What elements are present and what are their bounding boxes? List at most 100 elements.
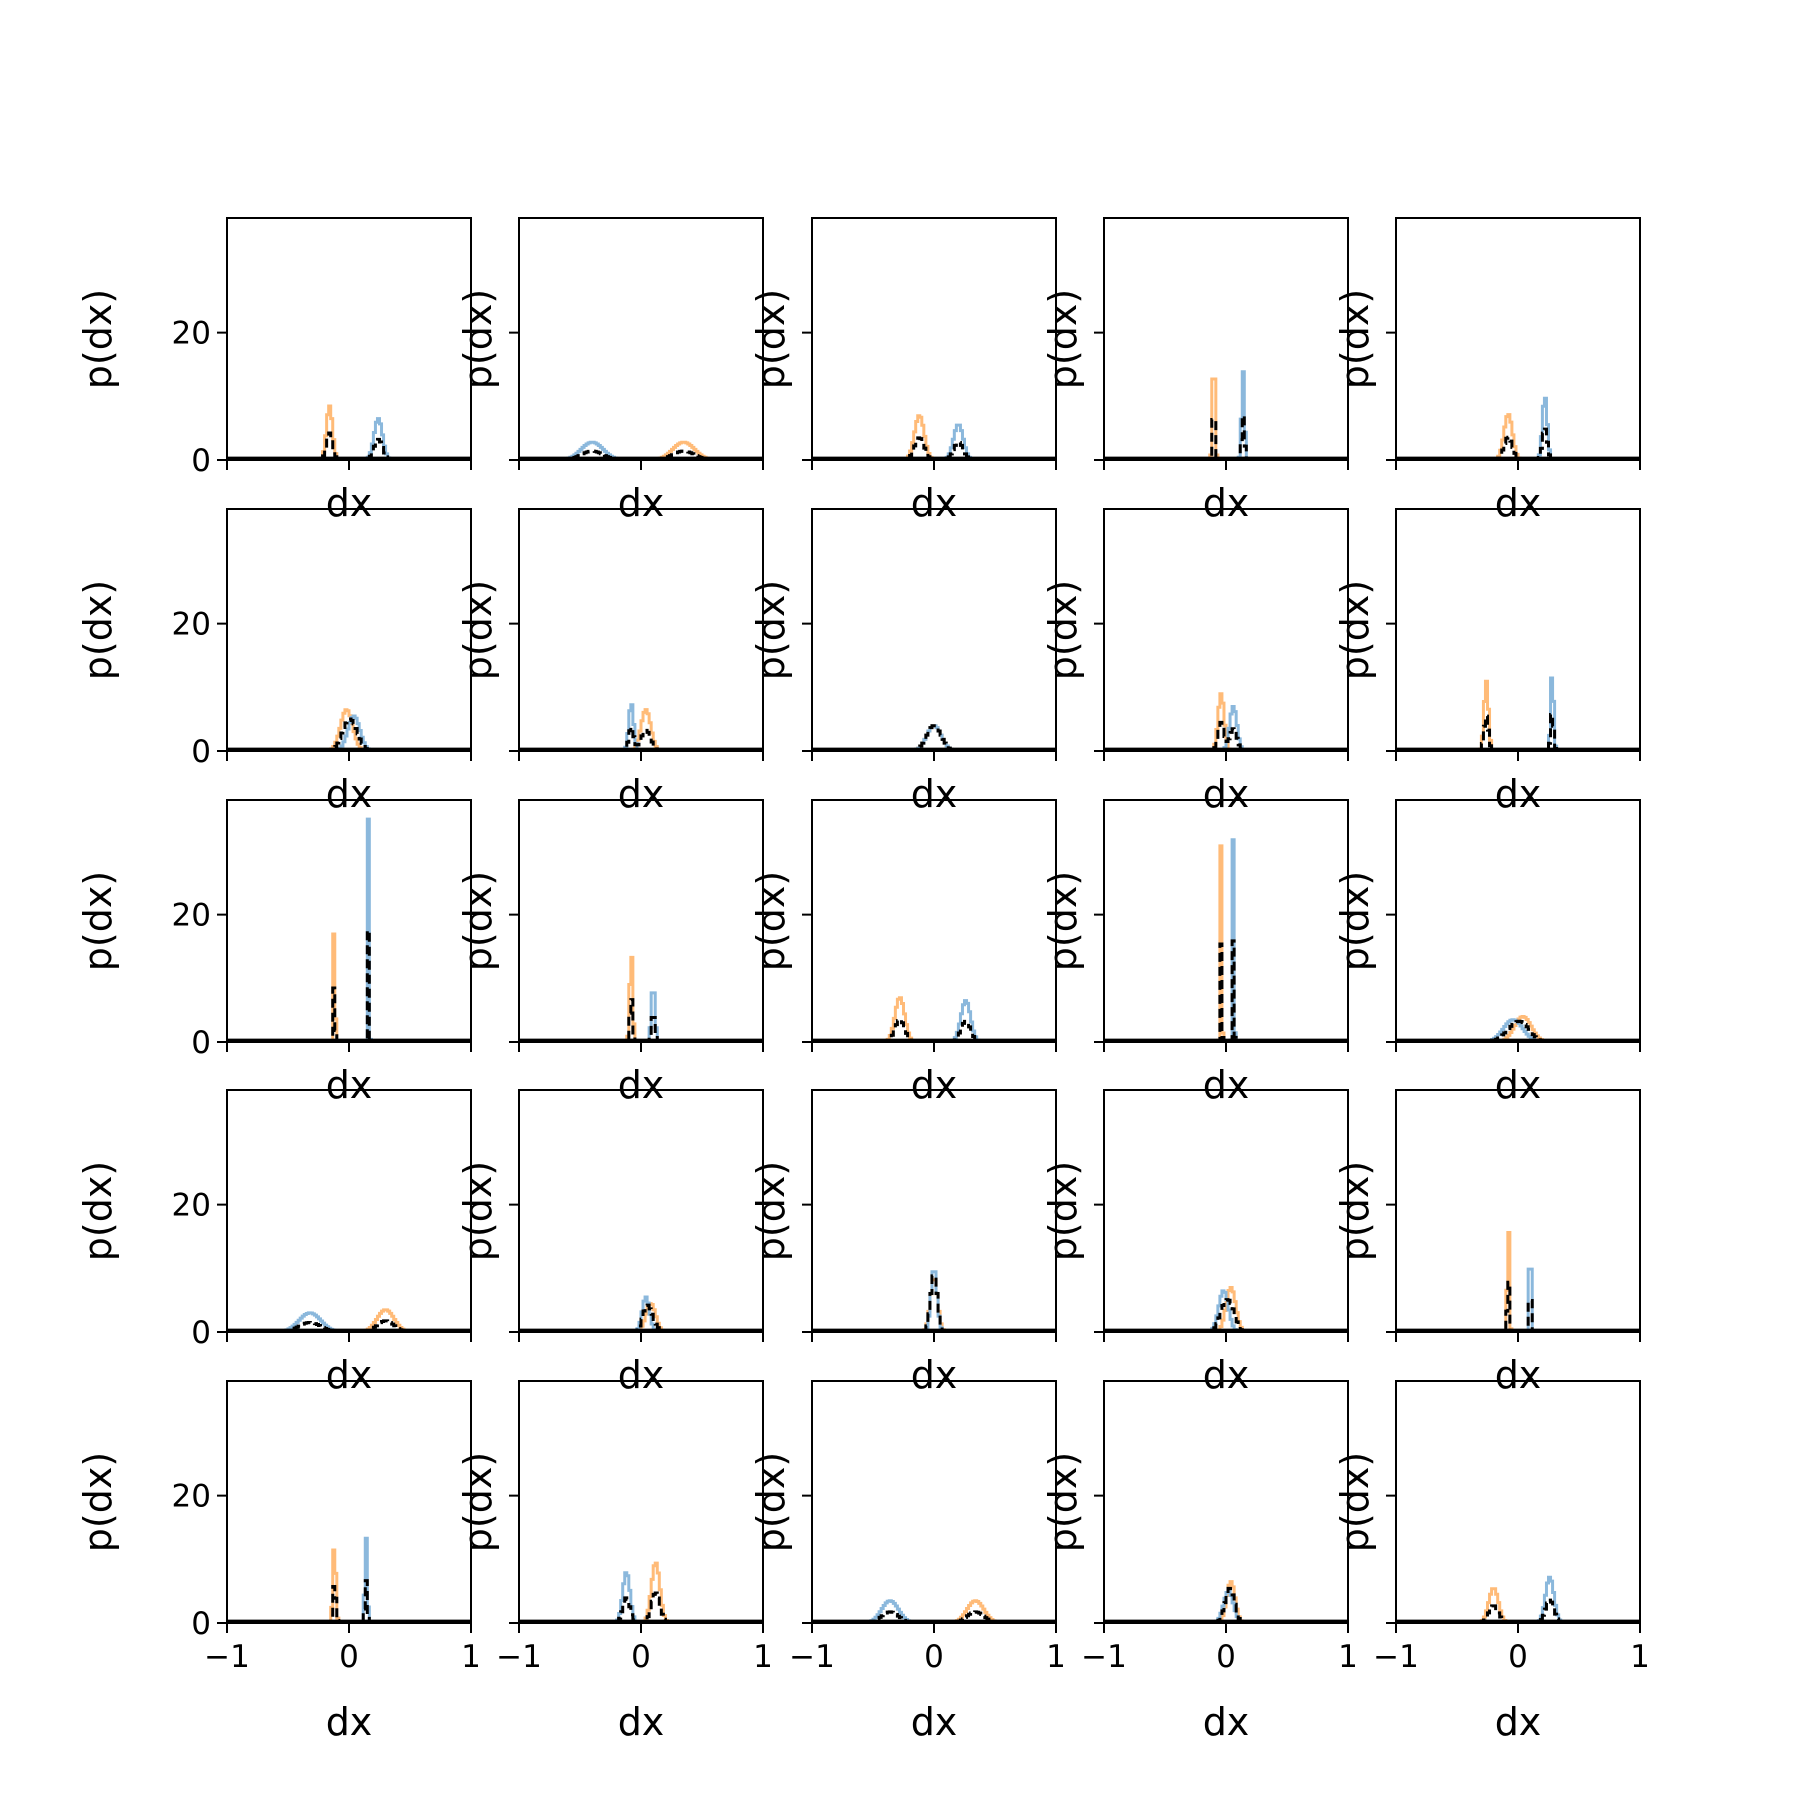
subplot-1-4: dx p(dx) [1041, 217, 1349, 525]
series-mixture-hist [519, 726, 763, 751]
x-tick-label: 1 [1046, 1639, 1066, 1675]
series-blue-hist [1104, 838, 1348, 1042]
series-orange-hist [812, 996, 1056, 1042]
series-blue-hist [812, 423, 1056, 460]
y-axis-label: p(dx) [749, 1161, 793, 1261]
x-axis-label: dx [326, 481, 373, 525]
y-tick-label: 0 [191, 1606, 211, 1642]
y-axis-label: p(dx) [1041, 871, 1085, 971]
x-tick-label: 1 [1630, 1639, 1650, 1675]
x-axis-label: dx [1495, 1063, 1542, 1107]
plot-area [1104, 1285, 1348, 1332]
series-mixture-hist [1104, 414, 1348, 460]
subplot-3-2: dx p(dx) [456, 799, 764, 1107]
subplot-2-3: dx p(dx) [749, 508, 1057, 816]
axes-frame [1395, 508, 1641, 752]
plot-area [519, 955, 763, 1042]
plot-area [1396, 1575, 1640, 1623]
plot-area [227, 404, 471, 460]
series-blue-hist [227, 417, 471, 460]
series-orange-hist [1396, 413, 1640, 460]
subplot-1-5: dx p(dx) [1333, 217, 1641, 525]
plot-area [1104, 1580, 1348, 1623]
x-tick-label: 0 [1216, 1639, 1236, 1675]
axes-frame [1395, 1380, 1641, 1624]
series-blue-hist [1396, 396, 1640, 460]
axes-frame [1103, 217, 1349, 461]
subplot-3-5: dx p(dx) [1333, 799, 1641, 1107]
series-orange-hist [227, 1548, 471, 1623]
x-axis-label: dx [326, 1353, 373, 1397]
plot-area [812, 724, 1056, 751]
series-blue-hist [227, 1536, 471, 1623]
subplot-5-5: −1 0 1 dx p(dx) [1333, 1380, 1650, 1744]
series-mixture-hist [1396, 1598, 1640, 1623]
plot-area [519, 1295, 763, 1332]
series-orange-hist [519, 708, 763, 751]
x-tick-label: 0 [1508, 1639, 1528, 1675]
y-axis-label: p(dx) [456, 1452, 500, 1552]
axes-frame [518, 799, 764, 1043]
y-tick-label: 0 [191, 1025, 211, 1061]
y-axis-label: p(dx) [749, 871, 793, 971]
series-blue-hist [812, 1270, 1056, 1332]
x-axis-label: dx [618, 772, 665, 816]
y-axis-label: p(dx) [456, 580, 500, 680]
subplot-2-1: 0 20 dx p(dx) [76, 508, 472, 816]
y-axis-label: p(dx) [1041, 1452, 1085, 1552]
series-orange-hist [1104, 692, 1348, 751]
y-tick-label: 20 [172, 1188, 211, 1224]
axes-frame [226, 1089, 472, 1333]
series-orange-hist [227, 404, 471, 460]
axes-frame [1103, 1380, 1349, 1624]
axes-frame [226, 1380, 472, 1624]
plot-area [812, 1270, 1056, 1332]
axes-frame [1395, 217, 1641, 461]
series-mixture-hist [1104, 720, 1348, 751]
x-tick-label: 0 [631, 1639, 651, 1675]
x-tick-label: −1 [496, 1639, 542, 1675]
x-axis-label: dx [911, 481, 958, 525]
y-tick-label: 0 [191, 734, 211, 770]
series-mixture-hist [519, 998, 763, 1042]
x-axis-label: dx [1495, 1353, 1542, 1397]
x-axis-label: dx [911, 1700, 958, 1744]
y-axis-label: p(dx) [456, 871, 500, 971]
x-axis-label: dx [326, 1700, 373, 1744]
x-tick-label: 1 [1338, 1639, 1358, 1675]
series-mixture-hist [1396, 1280, 1640, 1332]
y-axis-label: p(dx) [1333, 871, 1377, 971]
series-blue-hist [812, 724, 1056, 751]
plot-area [227, 1308, 471, 1332]
y-axis-label: p(dx) [76, 289, 120, 389]
subplot-4-2: dx p(dx) [456, 1089, 764, 1397]
y-axis-label: p(dx) [749, 289, 793, 389]
x-axis-label: dx [618, 1700, 665, 1744]
x-axis-label: dx [911, 1353, 958, 1397]
series-orange-hist [1396, 1015, 1640, 1042]
series-orange-hist [812, 724, 1056, 751]
y-tick-label: 0 [191, 1315, 211, 1351]
series-blue-hist [1104, 1289, 1348, 1332]
y-axis-label: p(dx) [1041, 1161, 1085, 1261]
x-axis-label: dx [326, 1063, 373, 1107]
series-blue-hist [1104, 704, 1348, 751]
subplot-2-2: dx p(dx) [456, 508, 764, 816]
x-axis-label: dx [1495, 772, 1542, 816]
series-orange-hist [1104, 844, 1348, 1042]
axes-frame [811, 1089, 1057, 1333]
subplot-4-1: 0 20 dx p(dx) [76, 1089, 472, 1397]
series-mixture-hist [1396, 1019, 1640, 1042]
series-mixture-hist [227, 717, 471, 751]
subplot-4-3: dx p(dx) [749, 1089, 1057, 1397]
series-mixture-hist [227, 1579, 471, 1623]
axes-frame [1103, 799, 1349, 1043]
axes-frame [1395, 799, 1641, 1043]
y-axis-label: p(dx) [1333, 1161, 1377, 1261]
subplot-3-1: 0 20 dx p(dx) [76, 799, 472, 1107]
series-mixture-hist [1104, 1298, 1348, 1332]
x-tick-label: 1 [753, 1639, 773, 1675]
plot-area [519, 1561, 763, 1623]
axes-frame [811, 799, 1057, 1043]
